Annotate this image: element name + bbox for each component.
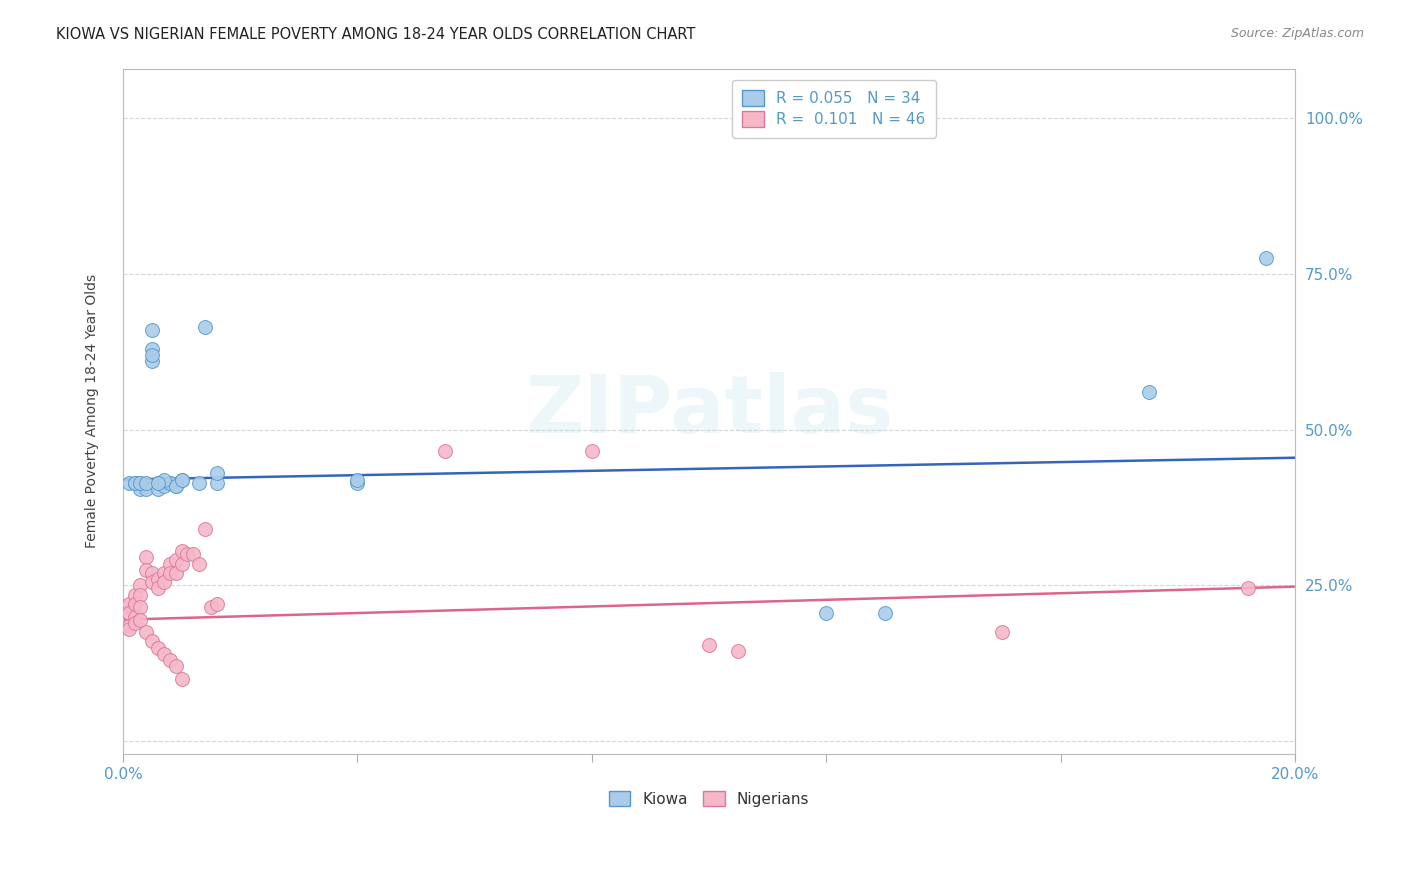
Point (146, 475, 169, 490)
Point (135, 563, 157, 577)
Point (1137, 385, 1160, 400)
Point (159, 566, 181, 580)
Point (146, 582, 169, 596)
Point (153, 473, 176, 487)
Point (159, 475, 181, 490)
Point (170, 557, 193, 571)
Point (118, 622, 141, 636)
Point (129, 588, 152, 602)
Point (727, 644, 749, 658)
Point (135, 482, 157, 496)
Point (124, 475, 146, 490)
Point (165, 659, 187, 673)
Legend: Kiowa, Nigerians: Kiowa, Nigerians (602, 783, 817, 814)
Point (153, 575, 176, 590)
Point (1237, 582, 1260, 596)
Point (200, 600, 222, 615)
Point (346, 473, 368, 487)
Point (181, 547, 204, 561)
Point (135, 475, 157, 490)
Point (165, 566, 187, 580)
Point (159, 653, 181, 667)
Point (188, 557, 211, 571)
Point (165, 479, 187, 493)
Point (146, 475, 169, 490)
Point (129, 578, 152, 592)
Point (434, 444, 457, 458)
Point (581, 444, 603, 458)
Point (873, 607, 896, 621)
Point (124, 475, 146, 490)
Point (153, 566, 176, 580)
Point (118, 597, 141, 611)
Point (141, 566, 163, 580)
Point (129, 475, 152, 490)
Point (141, 323, 163, 337)
Point (124, 588, 146, 602)
Point (176, 547, 198, 561)
Point (188, 475, 211, 490)
Point (146, 640, 169, 655)
Point (129, 482, 152, 496)
Point (135, 625, 157, 640)
Point (159, 557, 181, 571)
Point (170, 473, 193, 487)
Point (118, 475, 141, 490)
Text: KIOWA VS NIGERIAN FEMALE POVERTY AMONG 18-24 YEAR OLDS CORRELATION CHART: KIOWA VS NIGERIAN FEMALE POVERTY AMONG 1… (56, 27, 696, 42)
Point (141, 634, 163, 648)
Point (205, 467, 228, 481)
Point (170, 544, 193, 558)
Point (170, 672, 193, 686)
Point (111, 600, 134, 615)
Point (124, 615, 146, 630)
Point (153, 647, 176, 661)
Point (159, 475, 181, 490)
Point (146, 482, 169, 496)
Point (165, 553, 187, 567)
Point (129, 613, 152, 627)
Point (815, 607, 838, 621)
Point (124, 609, 146, 624)
Point (194, 320, 217, 334)
Point (146, 572, 169, 586)
Point (346, 475, 368, 490)
Point (205, 597, 228, 611)
Point (141, 348, 163, 362)
Point (118, 607, 141, 621)
Point (118, 619, 141, 633)
Point (135, 550, 157, 565)
Point (124, 597, 146, 611)
Y-axis label: Female Poverty Among 18-24 Year Olds: Female Poverty Among 18-24 Year Olds (86, 274, 100, 548)
Point (129, 475, 152, 490)
Point (141, 354, 163, 368)
Point (1254, 252, 1277, 266)
Point (129, 600, 152, 615)
Point (205, 475, 228, 490)
Point (141, 575, 163, 590)
Point (194, 522, 217, 536)
Point (165, 479, 187, 493)
Point (697, 638, 720, 652)
Point (991, 625, 1014, 640)
Text: ZIPatlas: ZIPatlas (524, 372, 893, 450)
Text: Source: ZipAtlas.com: Source: ZipAtlas.com (1230, 27, 1364, 40)
Point (135, 479, 157, 493)
Point (170, 473, 193, 487)
Point (153, 479, 176, 493)
Point (141, 342, 163, 356)
